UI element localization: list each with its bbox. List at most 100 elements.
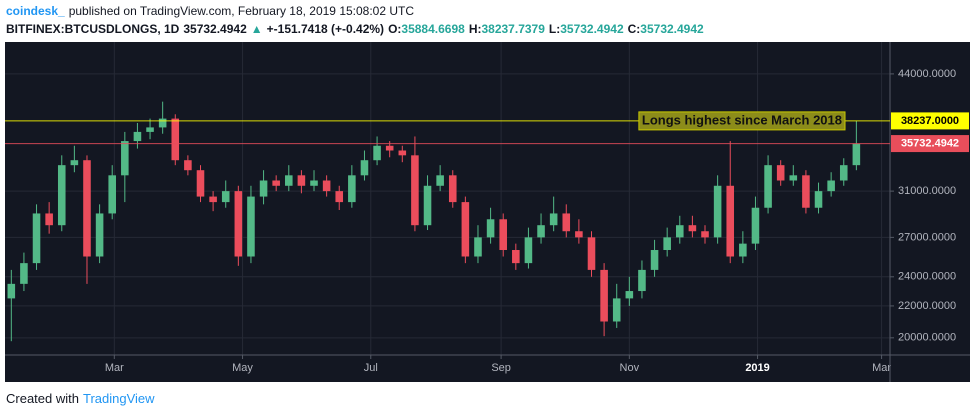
y-tick-label: 27000.0000 bbox=[898, 231, 956, 243]
created-with: Created with bbox=[6, 391, 79, 406]
candle-body bbox=[512, 250, 520, 264]
published: published on TradingView.com, February 1… bbox=[68, 4, 415, 18]
candle-body bbox=[827, 180, 835, 192]
legend-line: BITFINEX:BTCUSDLONGS, 1D 35732.4942 ▲ +-151… bbox=[6, 22, 704, 36]
candle-body bbox=[776, 165, 785, 181]
candle-body bbox=[247, 196, 255, 257]
candle-body bbox=[196, 170, 205, 197]
candle-body bbox=[70, 160, 79, 166]
candle-body bbox=[575, 231, 583, 238]
brand[interactable]: TradingView bbox=[82, 391, 155, 406]
candle-body bbox=[612, 298, 621, 322]
candle-body bbox=[310, 180, 318, 186]
candle-body bbox=[499, 219, 507, 251]
candle-body bbox=[764, 165, 772, 208]
x-tick-label: Nov bbox=[620, 362, 640, 374]
ohlc-label: O: bbox=[388, 22, 402, 36]
price-label-box bbox=[891, 135, 969, 153]
ohlc-value: 38237.7379 bbox=[481, 22, 545, 36]
candle-body bbox=[814, 191, 823, 208]
y-tick-label: 20000.0000 bbox=[898, 332, 956, 344]
author[interactable]: coindesk_ bbox=[6, 4, 65, 18]
candle-body bbox=[272, 180, 280, 186]
x-tick-label: Sep bbox=[491, 362, 511, 374]
candle-body bbox=[360, 160, 369, 176]
candle-body bbox=[297, 175, 306, 186]
candle-body bbox=[486, 219, 495, 238]
candle-body bbox=[348, 175, 356, 203]
candle-body bbox=[474, 237, 482, 257]
candle-body bbox=[234, 191, 243, 257]
candle-body bbox=[650, 250, 659, 270]
candle-body bbox=[726, 185, 735, 257]
last-price: 35732.4942 bbox=[183, 22, 247, 36]
candle-body bbox=[171, 118, 180, 161]
candle-body bbox=[411, 155, 419, 226]
chart-panel bbox=[5, 42, 970, 382]
candle-body bbox=[423, 185, 432, 226]
candle-body bbox=[133, 131, 142, 142]
y-tick-label: 44000.0000 bbox=[898, 68, 956, 80]
annotation-box bbox=[638, 111, 846, 131]
x-tick-label: Mar bbox=[105, 362, 124, 374]
candle-body bbox=[95, 213, 104, 257]
change: +-151.7418 (+-0.42%) bbox=[266, 22, 385, 36]
x-tick-label: May bbox=[232, 362, 253, 374]
x-tick-label: Jul bbox=[364, 362, 378, 374]
candle-body bbox=[45, 213, 53, 226]
candle-body bbox=[209, 196, 217, 203]
candle-body bbox=[587, 237, 596, 270]
candle-body bbox=[20, 263, 28, 284]
candle-body bbox=[146, 127, 154, 132]
candle-body bbox=[461, 202, 470, 257]
candle-body bbox=[322, 180, 331, 192]
price-label-box bbox=[891, 112, 969, 130]
footer: Created with TradingView bbox=[6, 391, 155, 406]
price-label: 38237.0000 bbox=[901, 115, 959, 127]
candle-body bbox=[108, 175, 116, 214]
candle-body bbox=[562, 213, 571, 232]
candle-body bbox=[638, 269, 646, 292]
ohlc-value: 35732.4942 bbox=[640, 22, 704, 36]
candle-body bbox=[121, 141, 129, 176]
candle-body bbox=[398, 150, 407, 156]
candle-body bbox=[751, 207, 760, 244]
candle-body bbox=[524, 237, 533, 264]
candle-body bbox=[158, 118, 167, 128]
candle-body bbox=[259, 180, 268, 197]
candle-body bbox=[184, 160, 192, 171]
x-tick-label: Mar bbox=[872, 362, 891, 374]
y-tick-label: 31000.0000 bbox=[898, 185, 956, 197]
candle-body bbox=[600, 269, 608, 322]
candle-body bbox=[83, 160, 91, 257]
candle-body bbox=[285, 175, 293, 186]
candle-body bbox=[663, 237, 671, 251]
candle-body bbox=[32, 213, 41, 264]
candle-body bbox=[789, 175, 798, 181]
candle-body bbox=[852, 143, 861, 166]
ohlc-value: 35732.4942 bbox=[560, 22, 624, 36]
candle-body bbox=[549, 213, 558, 226]
ohlc: O:35884.6698 H:38237.7379 L:35732.4942 C:35… bbox=[384, 22, 704, 36]
candle-body bbox=[739, 243, 747, 257]
candle-body bbox=[802, 175, 810, 208]
ohlc-label: C: bbox=[627, 22, 641, 36]
candle-body bbox=[839, 165, 848, 181]
candle-body bbox=[537, 225, 545, 238]
candle-body bbox=[625, 291, 634, 299]
ohlc-label: L: bbox=[548, 22, 561, 36]
candle-body bbox=[436, 175, 444, 186]
candle-body bbox=[713, 185, 722, 238]
y-tick-label: 22000.0000 bbox=[898, 300, 956, 312]
ohlc-label: H: bbox=[468, 22, 482, 36]
annotation: Longs highest since March 2018 bbox=[642, 112, 842, 127]
candle-body bbox=[676, 225, 684, 238]
candle-body bbox=[385, 145, 394, 151]
candle-body bbox=[448, 175, 457, 203]
candle-body bbox=[7, 283, 16, 299]
candle-body bbox=[221, 191, 230, 203]
symbol: BITFINEX:BTCUSDLONGS, 1D bbox=[6, 22, 180, 36]
x-tick-label: 2019 bbox=[745, 362, 769, 374]
